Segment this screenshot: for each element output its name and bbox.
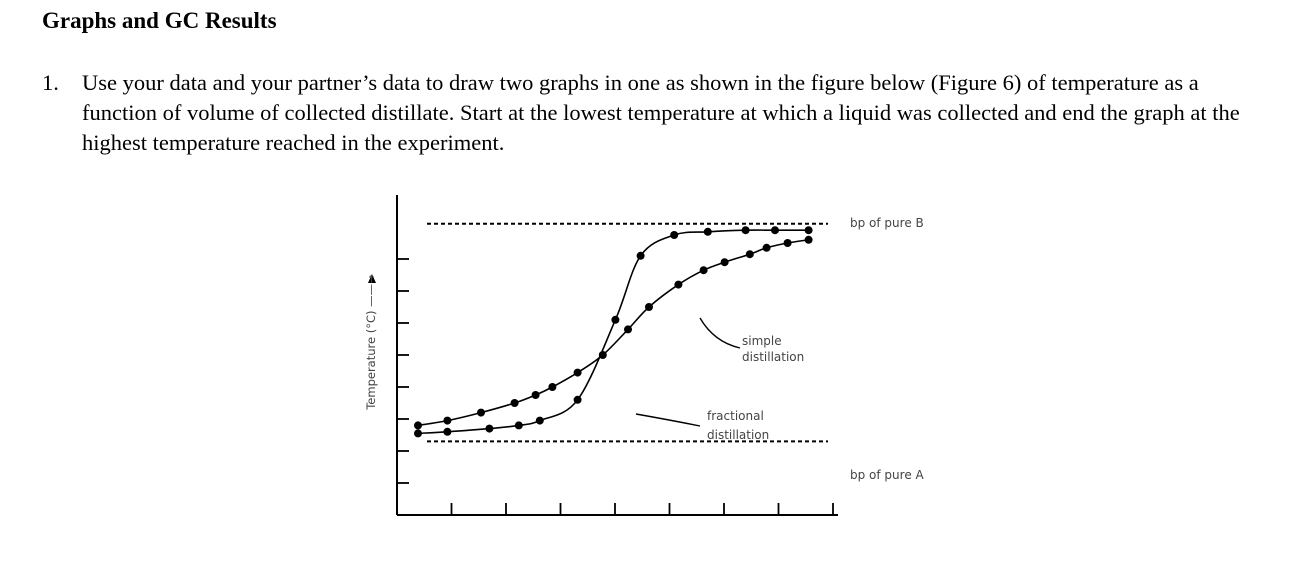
reference-lines bbox=[427, 222, 828, 443]
simple-distillation-point bbox=[573, 368, 582, 377]
fractional-distillation-point bbox=[670, 231, 679, 239]
question-text: Use your data and your partner’s data to… bbox=[82, 70, 1240, 155]
fractional-distillation-pointer bbox=[635, 413, 701, 427]
fractional-distillation-point bbox=[636, 251, 645, 260]
bp-pure-a-label: bp of pure A bbox=[850, 468, 925, 482]
simple-distillation-point bbox=[477, 408, 485, 417]
simple-distillation-point bbox=[548, 383, 557, 391]
simple-distillation-point bbox=[720, 258, 729, 267]
fractional-distillation-point bbox=[741, 226, 750, 235]
fractional-distillation-point bbox=[703, 227, 712, 236]
question-number: 1. bbox=[42, 70, 59, 95]
bp-pure-b-label: bp of pure B bbox=[850, 216, 924, 230]
fractional-distillation-point bbox=[573, 395, 582, 404]
simple-distillation-point bbox=[624, 325, 632, 334]
simple-distillation-point bbox=[804, 235, 813, 244]
graph-axes bbox=[368, 195, 838, 516]
simple-distillation-label-line2: distillation bbox=[742, 350, 804, 364]
fractional-distillation-curve bbox=[417, 229, 809, 435]
fractional-distillation-label-line2: distillation bbox=[707, 428, 769, 442]
fractional-distillation-point bbox=[535, 416, 544, 425]
simple-distillation-point bbox=[783, 239, 792, 247]
fractional-distillation-point bbox=[771, 226, 779, 235]
fractional-distillation-point bbox=[804, 226, 813, 235]
simple-distillation-point bbox=[510, 399, 519, 407]
simple-distillation-pointer bbox=[699, 317, 741, 349]
simple-distillation-point bbox=[745, 250, 754, 259]
y-axis-arrowhead bbox=[368, 274, 376, 283]
simple-distillation-point bbox=[443, 416, 452, 425]
simple-distillation-point bbox=[674, 280, 683, 289]
fractional-distillation-point bbox=[414, 429, 422, 438]
simple-distillation-point bbox=[414, 421, 422, 430]
fractional-distillation-label-line1: fractional bbox=[707, 409, 764, 423]
page-heading: Graphs and GC Results bbox=[42, 8, 277, 33]
simple-distillation-label-line1: simple bbox=[742, 334, 782, 348]
fractional-distillation-point bbox=[485, 424, 494, 433]
simple-distillation-point bbox=[762, 243, 771, 252]
simple-distillation-point bbox=[645, 303, 653, 311]
simple-distillation-curve bbox=[417, 239, 809, 427]
fractional-distillation-point bbox=[443, 427, 452, 436]
fractional-distillation-point bbox=[611, 315, 620, 324]
simple-distillation-point bbox=[699, 266, 708, 275]
simple-distillation-point bbox=[531, 391, 540, 399]
y-axis-label: Temperature (°C) ——→ bbox=[364, 274, 378, 411]
fractional-distillation-point bbox=[514, 421, 523, 430]
data-series bbox=[414, 226, 813, 438]
